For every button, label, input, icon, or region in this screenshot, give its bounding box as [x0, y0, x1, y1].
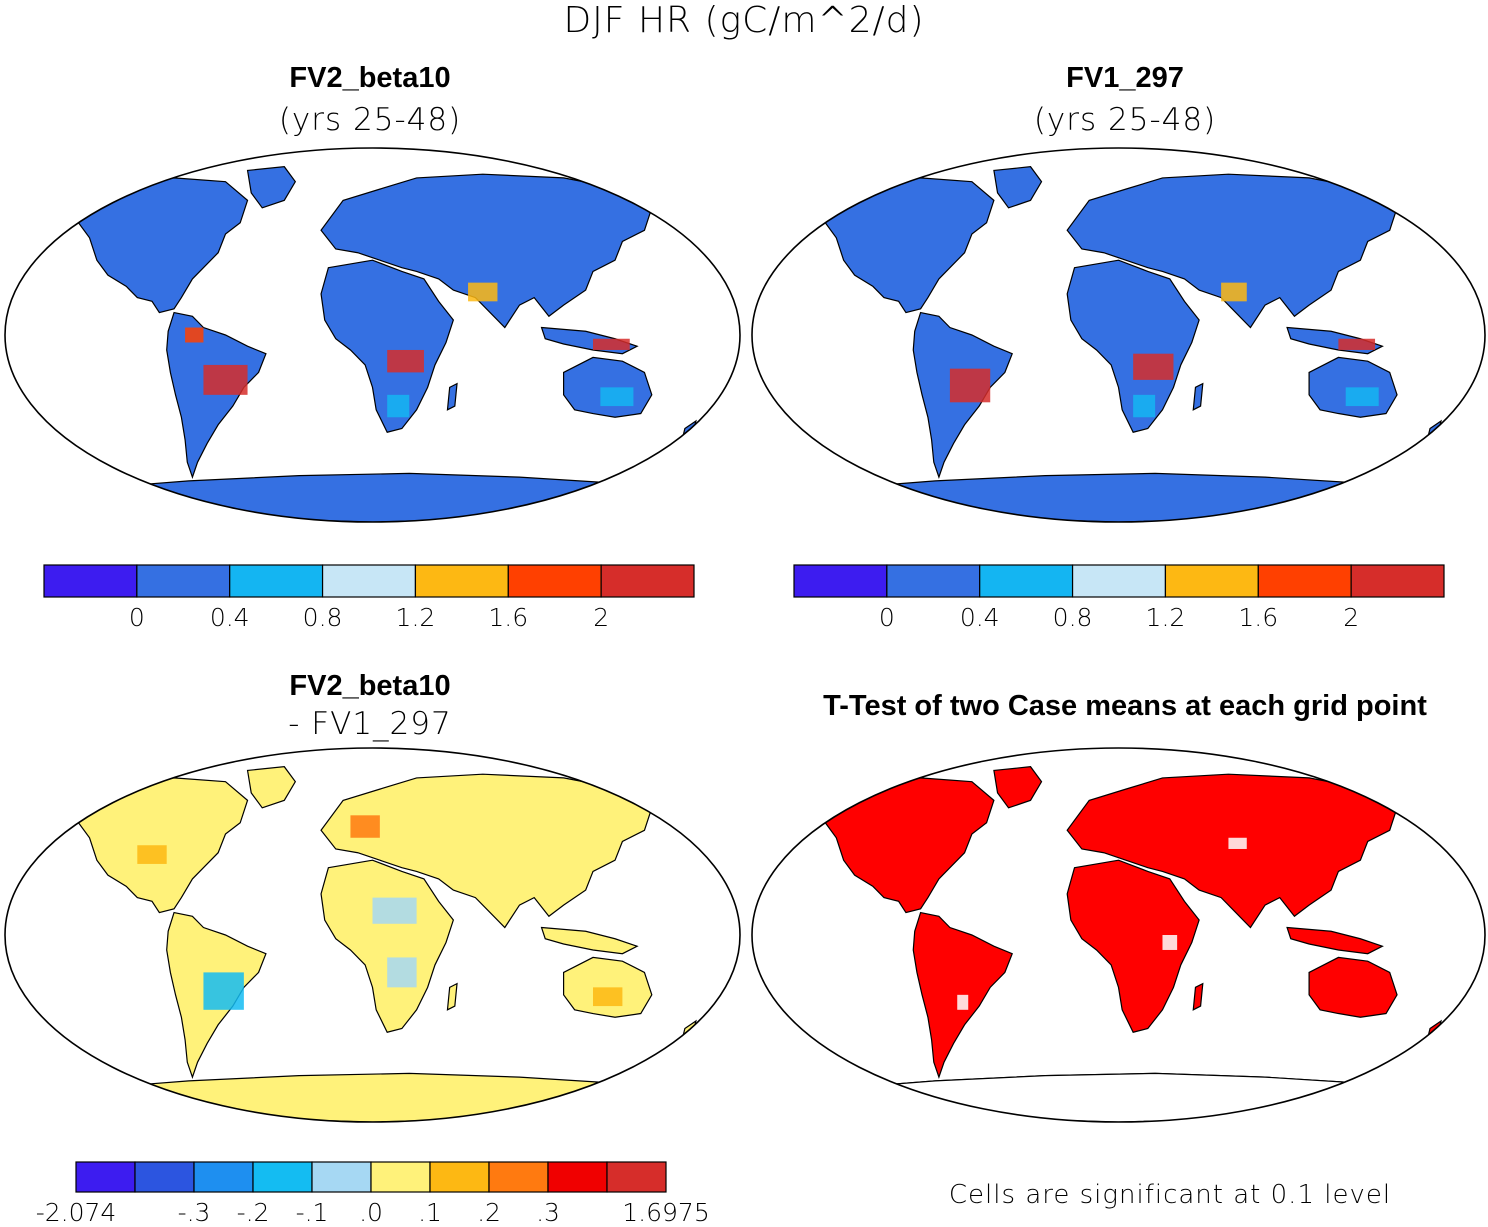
field-patch [387, 349, 424, 373]
map-panel-3 [5, 748, 740, 1122]
colorbar-swatch [252, 1161, 313, 1193]
colorbar-tick-label: 0.8 [1052, 603, 1093, 632]
colorbar-tick-label: 2 [593, 603, 610, 632]
colorbar-swatch [75, 1161, 136, 1193]
panel2-title: FV1_297 [1066, 62, 1184, 94]
field-patch [137, 845, 167, 864]
colorbar-swatch [321, 564, 417, 598]
field-patch [949, 368, 991, 403]
colorbar-tick-label: .3 [536, 1198, 560, 1227]
colorbar-swatch [43, 564, 138, 598]
panel3-title: FV2_beta10 [289, 670, 451, 702]
colorbar-swatch [370, 1161, 431, 1193]
panel4-title: T-Test of two Case means at each grid po… [823, 690, 1427, 722]
field-patch [1228, 837, 1247, 849]
colorbar-swatch [1350, 564, 1445, 598]
panel3-subtitle: - FV1_297 [288, 706, 452, 742]
colorbar-swatch [488, 1161, 549, 1193]
colorbar-tick-label: .0 [359, 1198, 383, 1227]
field-patch [372, 897, 417, 924]
colorbar-tick-label: 0 [128, 603, 145, 632]
colorbar-swatch [136, 564, 231, 598]
field-patch [203, 972, 244, 1010]
colorbar-tick-label: .2 [477, 1198, 501, 1227]
colorbar-tick-label: -.1 [295, 1198, 329, 1227]
panel1-title: FV2_beta10 [289, 62, 451, 94]
field-patch [387, 394, 410, 418]
figure-title: DJF HR (gC/m^2/d) [563, 0, 925, 41]
map-outline [4, 147, 741, 523]
map-panel-4 [752, 748, 1485, 1122]
colorbar-swatch [793, 564, 888, 598]
colorbar-tick-label: -.2 [236, 1198, 270, 1227]
field-patch [1162, 935, 1178, 950]
colorbar-tick-label: 1.6975 [622, 1198, 710, 1227]
field-patch [600, 387, 634, 407]
colorbar-swatch [606, 1161, 667, 1193]
field-patch [1133, 394, 1156, 418]
colorbar-swatch [229, 564, 324, 598]
colorbar-tick-label: 1.6 [1238, 603, 1279, 632]
colorbar-swatch [429, 1161, 490, 1193]
colorbar-swatch [134, 1161, 195, 1193]
map-panel-2 [752, 148, 1485, 522]
colorbar-swatch [979, 564, 1074, 598]
colorbar-tick-label: 1.6 [488, 603, 529, 632]
map-outline [751, 747, 1486, 1123]
colorbar-swatch [311, 1161, 372, 1193]
colorbar-swatch [600, 564, 695, 598]
colorbar-tick-label: 0.8 [302, 603, 343, 632]
field-patch [1338, 338, 1376, 350]
colorbar-swatch [886, 564, 981, 598]
colorbar-swatch [507, 564, 602, 598]
colorbar-swatch [547, 1161, 608, 1193]
field-patch [593, 338, 630, 350]
field-patch [1133, 353, 1174, 380]
panel4-note: Cells are significant at 0.1 level [948, 1180, 1392, 1210]
field-patch [350, 815, 380, 838]
field-patch [185, 327, 204, 343]
colorbar-tick-label: -2.074 [35, 1198, 117, 1227]
map-outline [4, 747, 741, 1123]
field-patch [387, 957, 417, 988]
colorbar-swatch [1257, 564, 1352, 598]
colorbar-swatch [1164, 564, 1259, 598]
panel2-subtitle: (yrs 25-48) [1033, 102, 1217, 138]
colorbar-tick-label: .1 [418, 1198, 442, 1227]
colorbar-swatch [414, 564, 509, 598]
colorbar-tick-label: -.3 [177, 1198, 211, 1227]
colorbar-tick-label: 2 [1343, 603, 1360, 632]
field-patch [1345, 387, 1379, 407]
colorbar-tick-label: 1.2 [395, 603, 436, 632]
field-patch [971, 837, 994, 857]
colorbar-swatch [193, 1161, 254, 1193]
field-patch [1221, 282, 1247, 302]
colorbar-tick-label: 0 [878, 603, 895, 632]
colorbar-tick-label: 0.4 [959, 603, 1000, 632]
field-patch [468, 282, 498, 302]
colorbar-tick-label: 0.4 [209, 603, 250, 632]
map-outline [751, 147, 1486, 523]
panel1-subtitle: (yrs 25-48) [278, 102, 462, 138]
map-panel-1 [5, 148, 740, 522]
colorbar-swatch [1071, 564, 1167, 598]
field-patch [957, 994, 969, 1010]
colorbar-tick-label: 1.2 [1145, 603, 1186, 632]
field-patch [593, 987, 623, 1007]
field-patch [203, 364, 248, 395]
